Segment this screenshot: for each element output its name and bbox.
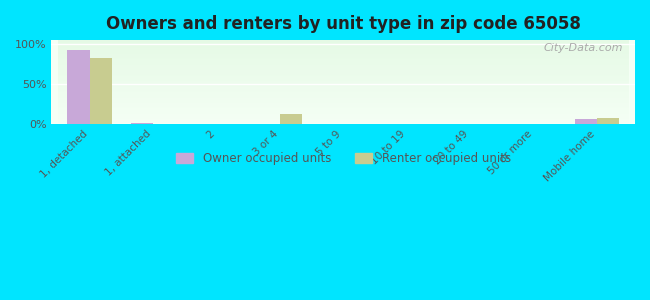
Bar: [597, 118, 619, 124]
Bar: [68, 50, 90, 124]
Legend: Owner occupied units, Renter occupied units: Owner occupied units, Renter occupied un…: [171, 147, 515, 170]
Text: City-Data.com: City-Data.com: [544, 43, 623, 52]
Bar: [280, 114, 302, 124]
Title: Owners and renters by unit type in zip code 65058: Owners and renters by unit type in zip c…: [106, 15, 580, 33]
Bar: [90, 58, 112, 124]
Bar: [131, 123, 153, 124]
Bar: [575, 119, 597, 124]
